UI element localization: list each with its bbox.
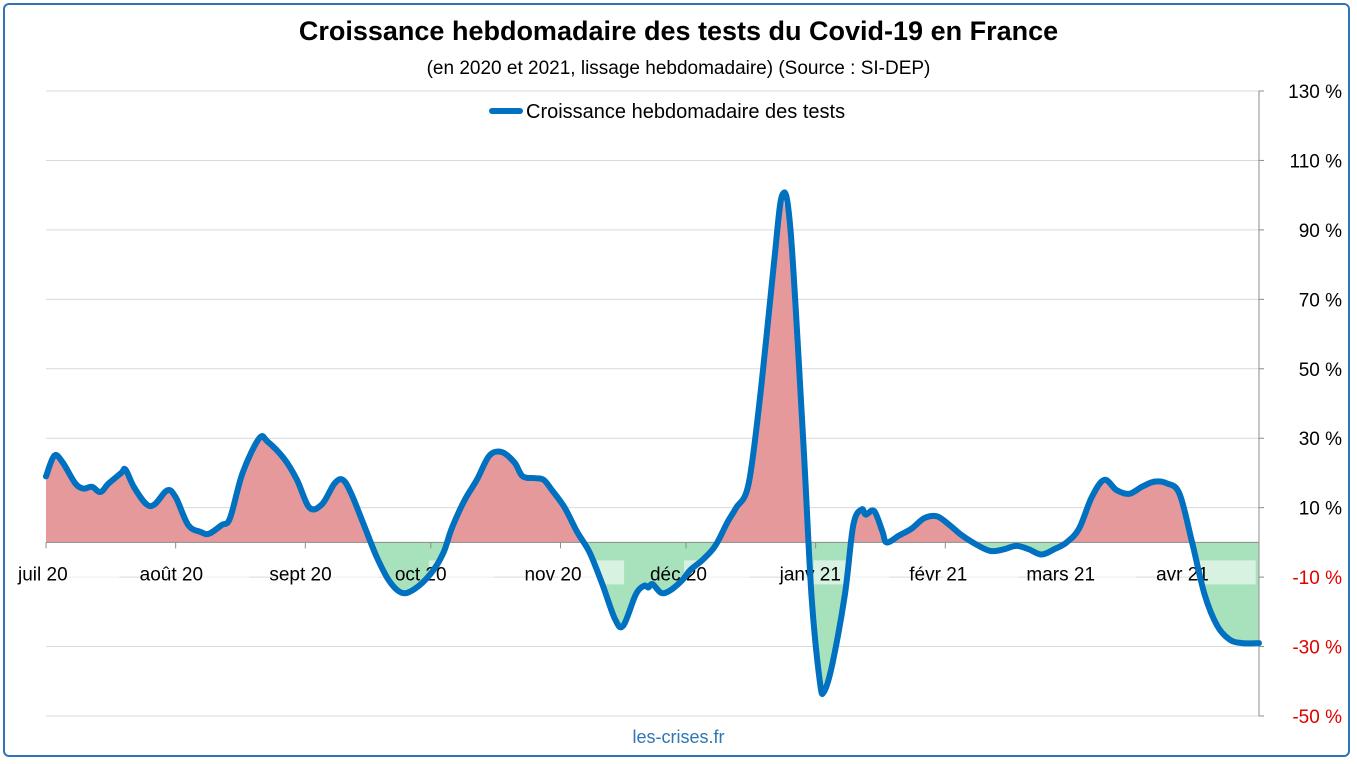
chart-frame <box>3 3 1350 757</box>
x-tick-label-bg <box>943 560 1019 585</box>
x-tick-label-bg <box>1060 560 1136 585</box>
y-tick-label: 90 % <box>1299 221 1342 242</box>
y-tick-label: -30 % <box>1292 638 1342 659</box>
y-tick-label: 50 % <box>1299 360 1342 381</box>
y-tick-label: 10 % <box>1299 499 1342 520</box>
x-tick-label: mars 21 <box>1026 564 1095 585</box>
positive-area <box>46 195 1193 543</box>
legend-label: Croissance hebdomadaire des tests <box>526 101 845 123</box>
y-tick-label: 30 % <box>1299 429 1342 450</box>
chart-title: Croissance hebdomadaire des tests du Cov… <box>298 16 1059 46</box>
y-tick-label: 110 % <box>1290 151 1343 172</box>
x-tick-label: sept 20 <box>269 564 331 585</box>
x-tick-label: août 20 <box>140 564 203 585</box>
x-tick-label: févr 21 <box>909 564 967 585</box>
x-tick-label-bg <box>44 560 120 585</box>
y-tick-label: -50 % <box>1292 707 1342 728</box>
x-tick-label-bg <box>173 560 249 585</box>
y-tick-label: -10 % <box>1292 568 1342 589</box>
x-tick-label: juil 20 <box>17 564 68 585</box>
x-tick-label-bg <box>558 560 625 585</box>
y-tick-label: 130 % <box>1288 82 1342 103</box>
source-label: les-crises.fr <box>632 727 725 747</box>
x-tick-label-bg <box>303 560 379 585</box>
x-tick-label: nov 20 <box>524 564 581 585</box>
chart-subtitle: (en 2020 et 2021, lissage hebdomadaire) … <box>426 58 931 79</box>
series-line <box>43 189 1262 697</box>
negative-area <box>46 542 1259 692</box>
y-tick-label: 70 % <box>1299 290 1342 311</box>
legend: Croissance hebdomadaire des tests <box>489 101 845 123</box>
